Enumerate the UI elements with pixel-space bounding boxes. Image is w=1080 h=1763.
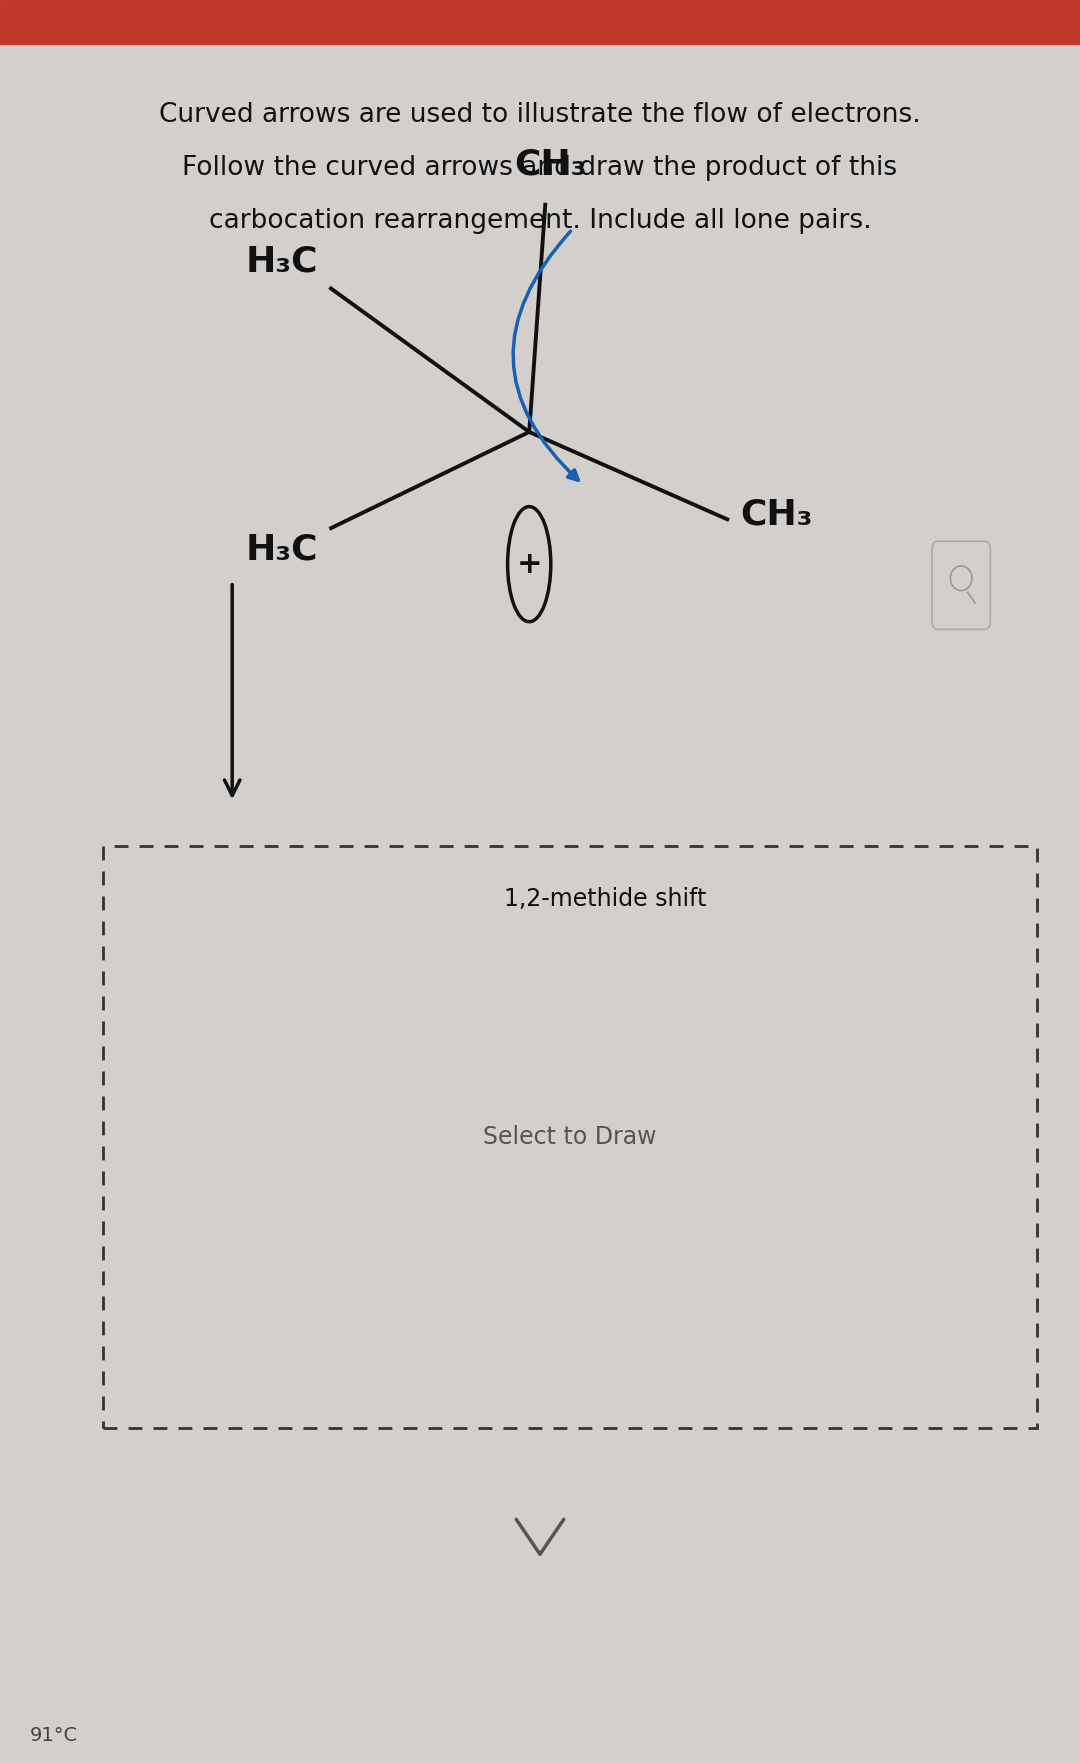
Text: Follow the curved arrows and draw the product of this: Follow the curved arrows and draw the pr… [183, 155, 897, 182]
Text: H₃C: H₃C [246, 532, 319, 566]
Bar [0, 0, 1080, 44]
Text: CH₃: CH₃ [740, 497, 812, 532]
FancyArrowPatch shape [513, 231, 578, 480]
Bar [103, 846, 1037, 1428]
Text: CH₃: CH₃ [514, 148, 588, 182]
Text: 1,2-methide shift: 1,2-methide shift [503, 887, 706, 911]
Text: Curved arrows are used to illustrate the flow of electrons.: Curved arrows are used to illustrate the… [159, 102, 921, 129]
Text: +: + [516, 550, 542, 578]
Text: 91°C: 91°C [30, 1726, 79, 1745]
Text: carbocation rearrangement. Include all lone pairs.: carbocation rearrangement. Include all l… [208, 208, 872, 234]
Text: H₃C: H₃C [246, 245, 319, 279]
Text: Select to Draw: Select to Draw [483, 1125, 657, 1149]
